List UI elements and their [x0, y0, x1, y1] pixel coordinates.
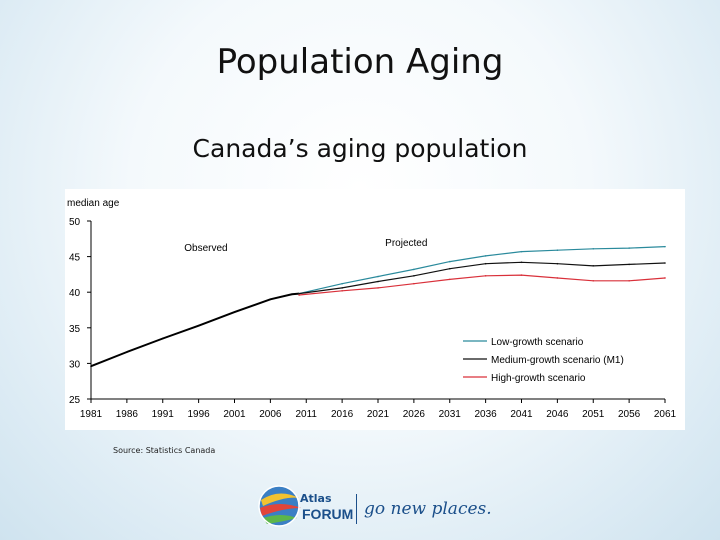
data-point-2-1	[341, 287, 343, 289]
data-point-1-1	[341, 282, 343, 285]
median-age-chart: median age 25 30 35 40 45 50 1981 1986 1991 1996 20…	[65, 189, 685, 430]
data-point-2-7	[556, 262, 559, 265]
annotation-projected: Projected	[385, 238, 427, 249]
data-point-0-6	[291, 293, 293, 296]
data-point-2-5	[484, 262, 487, 265]
x-tick-label-1986: 1986	[116, 409, 139, 420]
data-point-2-9	[628, 263, 630, 266]
data-point-0-1	[126, 351, 128, 353]
legend-label-2: High-growth scenario	[491, 373, 586, 384]
chart-svg: median age 25 30 35 40 45 50 1981 1986 1991 1996 20…	[67, 198, 677, 420]
y-axis-label: median age	[67, 198, 120, 209]
brand-bottom: FORUM	[302, 506, 354, 522]
data-point-0-4	[233, 311, 236, 313]
data-point-3-6	[520, 274, 523, 276]
data-point-1-8	[592, 247, 595, 250]
x-tick-label-2036: 2036	[475, 409, 498, 420]
series-line-0	[90, 292, 300, 368]
data-point-1-5	[484, 255, 487, 257]
data-point-1-9	[628, 247, 630, 249]
y-tick-label-40: 40	[69, 288, 81, 299]
x-tick-label-2026: 2026	[403, 409, 426, 420]
data-point-1-2	[377, 275, 379, 278]
x-tick-label-1981: 1981	[80, 409, 103, 420]
data-point-2-10	[664, 262, 666, 264]
data-point-3-5	[484, 275, 487, 277]
x-tick-label-2021: 2021	[367, 409, 390, 420]
x-tick-label-2061: 2061	[654, 409, 677, 420]
legend-label-0: Low-growth scenario	[491, 337, 584, 348]
series-line-1	[298, 246, 666, 295]
y-tick-label-25: 25	[69, 395, 81, 406]
data-point-1-4	[448, 260, 451, 263]
series-line-3	[299, 274, 666, 296]
x-tick-label-2016: 2016	[331, 409, 354, 420]
data-point-2-8	[592, 265, 595, 267]
data-point-1-10	[664, 245, 666, 248]
data-point-3-8	[592, 280, 595, 282]
x-tick-label-2051: 2051	[582, 409, 605, 420]
x-tick-label-2041: 2041	[510, 409, 533, 420]
legend-label-1: Medium-growth scenario (M1)	[491, 355, 624, 366]
data-point-2-4	[448, 267, 451, 270]
data-point-1-7	[556, 249, 559, 251]
data-point-3-1	[341, 289, 343, 292]
data-point-0-5	[269, 298, 272, 301]
x-tick-label-2006: 2006	[259, 409, 282, 420]
data-point-0-0	[90, 365, 92, 368]
data-point-3-4	[448, 278, 451, 281]
annotation-observed: Observed	[184, 243, 227, 254]
source-note: Source: Statistics Canada	[113, 446, 216, 455]
slide-title: Population Aging	[216, 42, 504, 82]
data-point-0-3	[197, 324, 200, 327]
data-point-3-10	[664, 277, 666, 279]
x-tick-label-1991: 1991	[152, 409, 175, 420]
data-point-0-2	[161, 337, 164, 340]
x-tick-label-1996: 1996	[188, 409, 211, 420]
data-point-2-2	[377, 280, 379, 283]
x-tick-label-2046: 2046	[546, 409, 569, 420]
footer-divider	[356, 494, 357, 524]
data-point-3-9	[628, 280, 630, 282]
data-point-2-0	[298, 292, 300, 295]
x-tick-label-2011: 2011	[295, 409, 317, 420]
data-point-3-7	[556, 277, 559, 279]
brand-top: Atlas	[300, 492, 332, 505]
data-point-2-6	[520, 261, 523, 264]
x-tick-label-2056: 2056	[618, 409, 641, 420]
data-point-1-3	[413, 268, 415, 271]
x-tick-label-2031: 2031	[439, 409, 462, 420]
y-tick-label-30: 30	[69, 359, 81, 370]
y-tick-label-45: 45	[69, 253, 81, 264]
y-tick-label-50: 50	[69, 217, 81, 228]
footer-tagline: go new places.	[364, 499, 492, 519]
x-tick-label-2001: 2001	[223, 409, 246, 420]
data-point-1-6	[520, 250, 523, 253]
y-tick-label-35: 35	[69, 324, 81, 335]
slide-subtitle: Canada’s aging population	[192, 134, 528, 163]
series-line-2	[299, 261, 666, 295]
data-point-3-3	[413, 282, 415, 285]
atlas-globe-icon	[258, 485, 301, 527]
data-point-2-3	[413, 275, 415, 277]
data-point-3-2	[377, 287, 379, 289]
data-point-3-0	[298, 294, 300, 296]
